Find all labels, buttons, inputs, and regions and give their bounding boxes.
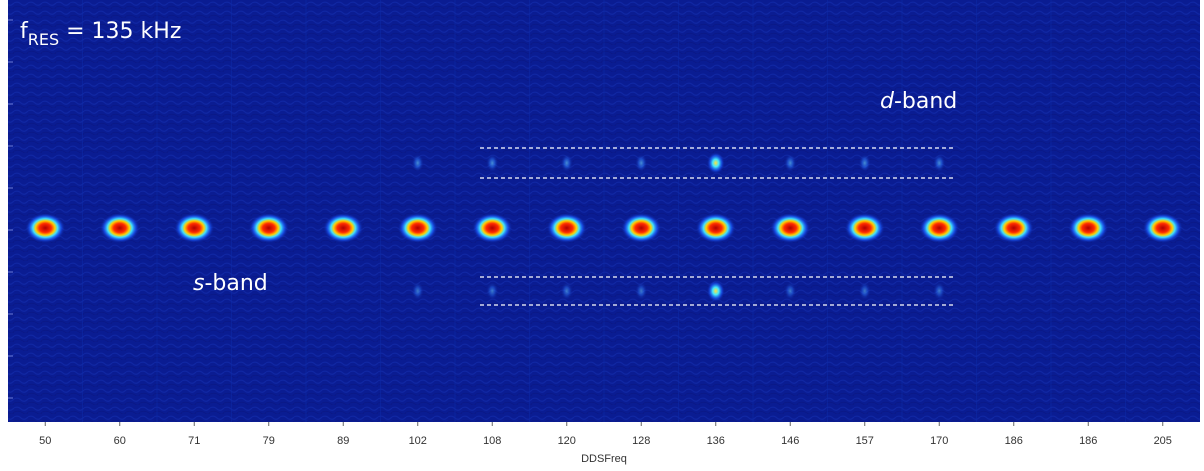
x-axis-label: DDSFreq [581,453,627,465]
main-spot [621,213,662,243]
main-spot [397,213,438,243]
d-band-spot [858,154,871,172]
main-spot [546,213,587,243]
d-band-spot [486,154,499,172]
x-tick-label: 120 [558,435,576,447]
label-italic: s [193,271,204,296]
x-tick-label: 89 [337,435,349,447]
s-band-label: s-band [193,271,268,296]
x-tick-label: 79 [263,435,275,447]
x-tick-label: 102 [409,435,427,447]
s-band-spot [635,282,648,300]
x-tick-label: 170 [930,435,948,447]
x-tick-label: 50 [39,435,51,447]
label-rest: -band [894,89,957,114]
s-band-spot [560,282,573,300]
x-tick-label: 71 [188,435,200,447]
resonance-label: fRES = 135 kHz [20,19,181,49]
x-tick-label: 128 [632,435,650,447]
main-spot [919,213,960,243]
x-tick-label: 186 [1079,435,1097,447]
s-band-spot [858,282,871,300]
main-spot [248,213,289,243]
column-group [25,0,1183,422]
label-base: f [20,19,29,44]
main-spot [99,213,140,243]
label-rest: = 135 kHz [59,19,181,44]
s-band-spot [411,282,424,300]
main-spot [1142,213,1183,243]
main-spot [695,213,736,243]
x-tick-label: 60 [114,435,126,447]
d-band-spot [784,154,797,172]
main-spot [770,213,811,243]
s-band-spot [486,282,499,300]
d-band-spot [706,152,725,174]
d-band-spot [411,154,424,172]
x-tick-label: 205 [1154,435,1172,447]
main-spot [844,213,885,243]
main-spot [472,213,513,243]
x-tick-label: 146 [781,435,799,447]
d-band-label: d-band [880,89,957,114]
s-band-spot [706,280,725,302]
main-spot [1068,213,1109,243]
x-tick-label: 108 [483,435,501,447]
main-spot [174,213,215,243]
label-rest: -band [204,271,267,296]
d-band-spot [560,154,573,172]
x-tick-label: 136 [707,435,725,447]
s-band-spot [933,282,946,300]
x-tick-label: 186 [1005,435,1023,447]
label-sub: RES [28,30,59,49]
main-spot [993,213,1034,243]
d-band-spot [933,154,946,172]
main-spot [25,213,66,243]
main-spot [323,213,364,243]
x-tick-label: 157 [856,435,874,447]
band-guides [480,147,956,306]
d-band-spot [635,154,648,172]
label-italic: d [880,89,895,114]
s-band-spot [784,282,797,300]
